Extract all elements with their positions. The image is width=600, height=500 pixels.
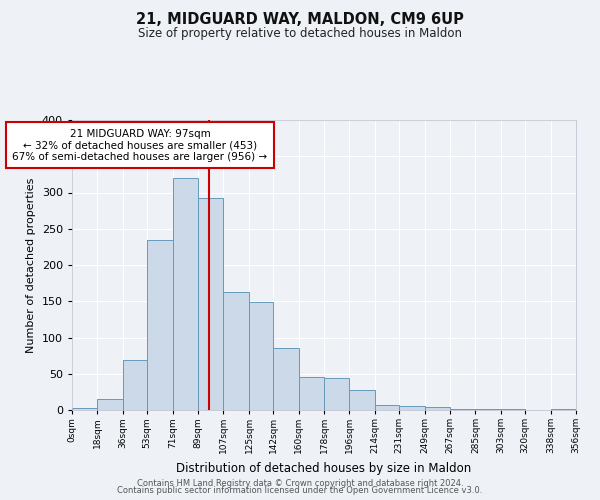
Bar — [375, 405, 399, 410]
Bar — [324, 378, 349, 410]
Bar — [299, 376, 324, 410]
Bar — [425, 407, 450, 410]
Bar — [223, 292, 249, 410]
Bar — [273, 348, 299, 410]
Bar — [399, 406, 425, 410]
Text: 21 MIDGUARD WAY: 97sqm
← 32% of detached houses are smaller (453)
67% of semi-de: 21 MIDGUARD WAY: 97sqm ← 32% of detached… — [13, 128, 268, 162]
X-axis label: Distribution of detached houses by size in Maldon: Distribution of detached houses by size … — [176, 462, 472, 474]
Bar — [173, 178, 198, 410]
Bar — [123, 360, 147, 410]
Text: Contains HM Land Registry data © Crown copyright and database right 2024.: Contains HM Land Registry data © Crown c… — [137, 478, 463, 488]
Bar — [198, 198, 223, 410]
Bar — [349, 390, 375, 410]
Bar — [249, 302, 273, 410]
Bar — [72, 408, 97, 410]
Text: 21, MIDGUARD WAY, MALDON, CM9 6UP: 21, MIDGUARD WAY, MALDON, CM9 6UP — [136, 12, 464, 28]
Bar — [551, 408, 576, 410]
Text: Contains public sector information licensed under the Open Government Licence v3: Contains public sector information licen… — [118, 486, 482, 495]
Y-axis label: Number of detached properties: Number of detached properties — [26, 178, 36, 352]
Bar — [147, 240, 173, 410]
Bar — [97, 399, 123, 410]
Text: Size of property relative to detached houses in Maldon: Size of property relative to detached ho… — [138, 28, 462, 40]
